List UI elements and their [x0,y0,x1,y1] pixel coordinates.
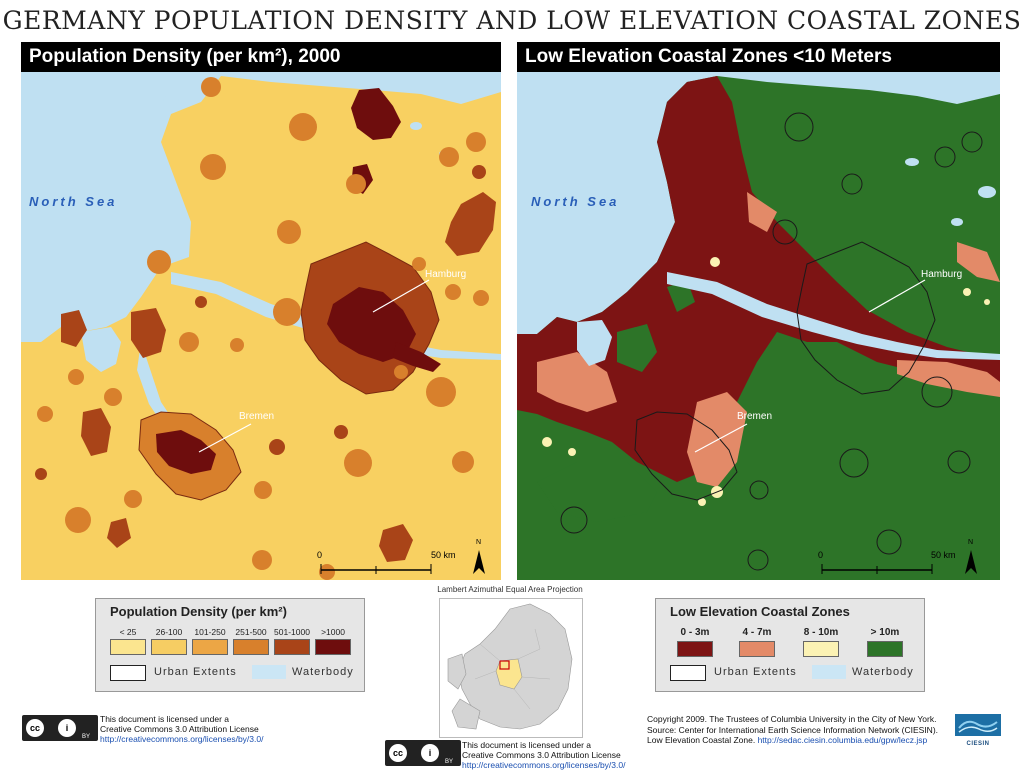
legend-class-label: 101-250 [194,627,226,637]
bremen-label: Bremen [737,411,773,422]
legend-class-label: 4 - 7m [742,627,772,638]
legend-class: 26-100 [151,627,187,655]
population-density-legend: Population Density (per km²) < 25 26-100… [95,598,365,692]
license-line-1: This document is licensed under a [100,714,229,724]
creative-commons-badge[interactable]: cc i BY [385,740,461,766]
scale-bar-start: 0 [818,550,824,560]
legend-class-label: > 10m [870,627,900,638]
lecz-map: Low Elevation Coastal Zones <10 Meters N… [517,42,1000,580]
legend-class-label: 8 - 10m [803,627,839,638]
bremen-label: Bremen [239,411,275,422]
legend-class-label: 26-100 [155,627,183,637]
legend-swatch [677,641,713,657]
urban-extents-swatch [670,665,706,681]
license-notice: This document is licensed under a Creati… [462,740,625,770]
legend-title: Population Density (per km²) [110,604,287,619]
urban-extents-label: Urban Extents [154,666,237,678]
copyright-line-3: Low Elevation Coastal Zone. http://sedac… [647,735,938,746]
ciesin-logo: CIESIN [955,714,1001,747]
lecz-map-header: Low Elevation Coastal Zones <10 Meters [517,42,1000,72]
license-line-1: This document is licensed under a [462,740,591,750]
scale-bar-end: 50 km [431,550,456,560]
legend-class-label: 0 - 3m [680,627,710,638]
hamburg-label: Hamburg [921,269,963,280]
legend-title: Low Elevation Coastal Zones [670,604,850,619]
legend-class-label: < 25 [119,627,137,637]
urban-extents-swatch [110,665,146,681]
page-title: GERMANY POPULATION DENSITY AND LOW ELEVA… [2,6,1022,35]
legend-swatch [739,641,775,657]
hamburg-label: Hamburg [425,269,467,280]
projection-label: Lambert Azimuthal Equal Area Projection [437,585,583,594]
legend-class: 251-500 [233,627,269,655]
north-arrow: N [476,539,482,546]
scale-bar-start: 0 [317,550,323,560]
legend-class: >1000 [315,627,351,655]
copyright-line-1: Copyright 2009. The Trustees of Columbia… [647,714,937,724]
legend-class: 0 - 3m [670,627,720,657]
europe-locator-canvas [440,599,582,737]
legend-swatch [233,639,269,655]
legend-class: 8 - 10m [796,627,846,657]
population-map-header: Population Density (per km²), 2000 [21,42,501,72]
legend-swatch [110,639,146,655]
north-sea-label: North Sea [531,194,620,209]
license-notice: This document is licensed under a Creati… [100,714,263,744]
europe-locator-map [439,598,583,738]
ciesin-logo-mark [955,714,1001,736]
legend-class-label: 501-1000 [274,627,310,637]
waterbody-swatch [812,665,846,679]
cc-icon: cc [26,719,44,737]
legend-class: 4 - 7m [732,627,782,657]
waterbody-swatch [252,665,286,679]
legend-swatch [151,639,187,655]
legend-swatch [274,639,310,655]
waterbody-label: Waterbody [852,666,914,678]
population-density-map-canvas [21,42,501,580]
lecz-map-canvas [517,42,1000,580]
license-line-2: Creative Commons 3.0 Attribution License [462,750,621,760]
license-link[interactable]: http://creativecommons.org/licenses/by/3… [462,760,626,770]
population-density-map: Population Density (per km²), 2000 North… [21,42,501,580]
copyright-line-3-text: Low Elevation Coastal Zone. [647,735,756,745]
legend-class-label: >1000 [321,627,345,637]
scale-bar-end: 50 km [931,550,956,560]
legend-class: 501-1000 [274,627,310,655]
waterbody-label: Waterbody [292,666,354,678]
cc-icon: cc [389,744,407,762]
north-arrow: N [968,539,974,546]
license-link[interactable]: http://creativecommons.org/licenses/by/3… [100,734,264,744]
legend-swatch [192,639,228,655]
legend-swatch [803,641,839,657]
badge-by-label: BY [81,734,90,740]
legend-swatch [867,641,903,657]
lecz-legend: Low Elevation Coastal Zones 0 - 3m 4 - 7… [655,598,925,692]
creative-commons-badge[interactable]: cc i BY [22,715,98,741]
ciesin-logo-text: CIESIN [966,741,990,747]
legend-class: 101-250 [192,627,228,655]
legend-class-label: 251-500 [235,627,267,637]
lecz-link[interactable]: http://sedac.ciesin.columbia.edu/gpw/lec… [757,735,928,745]
badge-by-label: BY [444,759,453,765]
attribution-icon: i [421,744,439,762]
copyright-notice: Copyright 2009. The Trustees of Columbia… [647,714,938,746]
urban-extents-label: Urban Extents [714,666,797,678]
legend-class: > 10m [860,627,910,657]
attribution-icon: i [58,719,76,737]
north-sea-label: North Sea [29,194,118,209]
legend-class: < 25 [110,627,146,655]
legend-swatch [315,639,351,655]
license-line-2: Creative Commons 3.0 Attribution License [100,724,259,734]
copyright-line-2: Source: Center for International Earth S… [647,724,939,735]
